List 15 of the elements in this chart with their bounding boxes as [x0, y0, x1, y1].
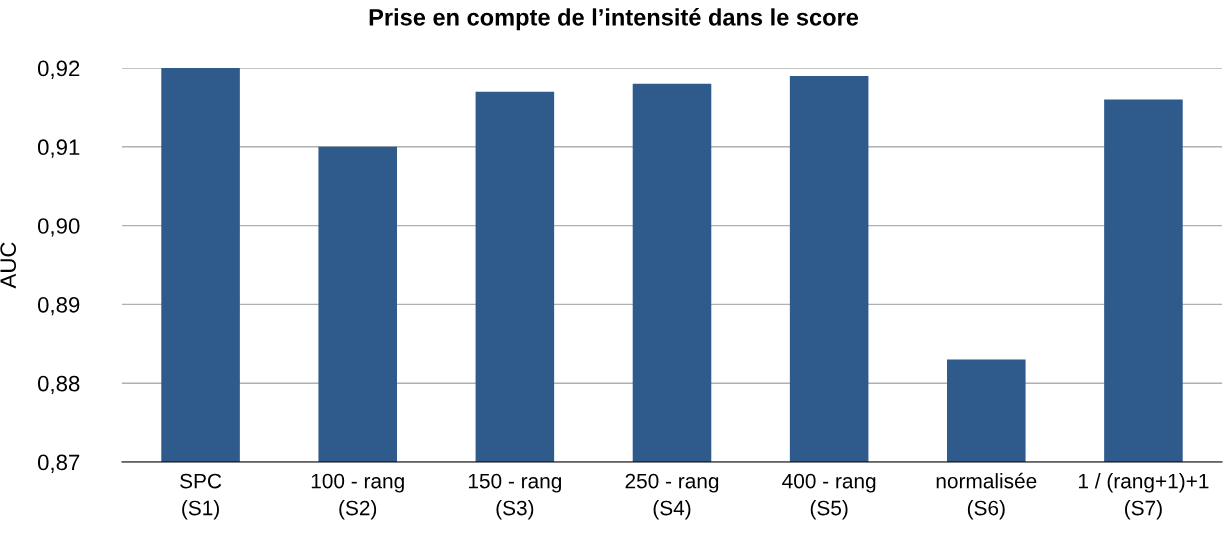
- x-tick-label: normalisée (S6): [936, 472, 1037, 520]
- y-tick-label: 0,90: [37, 218, 80, 237]
- x-tick-label: 100 - rang (S2): [311, 473, 404, 520]
- y-axis-title: AUC: [0, 242, 17, 289]
- x-tick-label: 250 - rang (S4): [625, 473, 719, 520]
- x-tick-label: 150 - rang (S3): [468, 473, 562, 520]
- y-tick-label: 0,92: [37, 60, 80, 79]
- y-tick-label: 0,91: [37, 139, 80, 158]
- chart-title: Prise en compte de l’intensité dans le score: [369, 8, 859, 31]
- y-tick-label: 0,87: [37, 454, 80, 473]
- y-tick-label: 0,88: [37, 375, 80, 395]
- y-tick-label: 0,89: [37, 296, 80, 316]
- x-tick-label: 1 / (rang+1)+1 (S7): [1079, 473, 1209, 520]
- x-tick-label: SPC (S1): [180, 473, 222, 520]
- x-tick-label: 400 - rang (S5): [782, 473, 876, 520]
